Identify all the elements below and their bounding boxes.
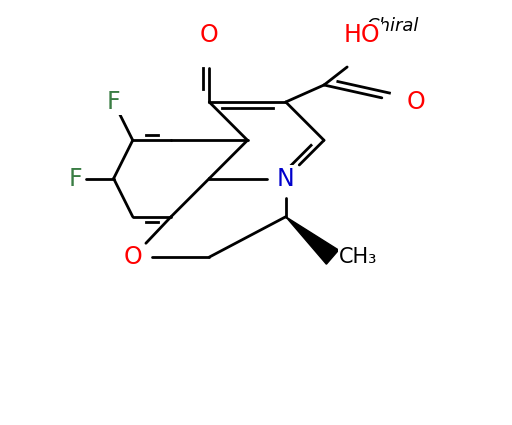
Text: HO: HO — [344, 23, 380, 47]
Text: CH₃: CH₃ — [339, 247, 377, 267]
Text: N: N — [277, 167, 294, 190]
Text: F: F — [69, 167, 82, 190]
Text: O: O — [407, 90, 425, 114]
Text: O: O — [123, 245, 142, 269]
Text: F: F — [107, 90, 120, 114]
Polygon shape — [286, 217, 338, 264]
Text: Chiral: Chiral — [366, 17, 418, 35]
Text: O: O — [200, 23, 219, 47]
